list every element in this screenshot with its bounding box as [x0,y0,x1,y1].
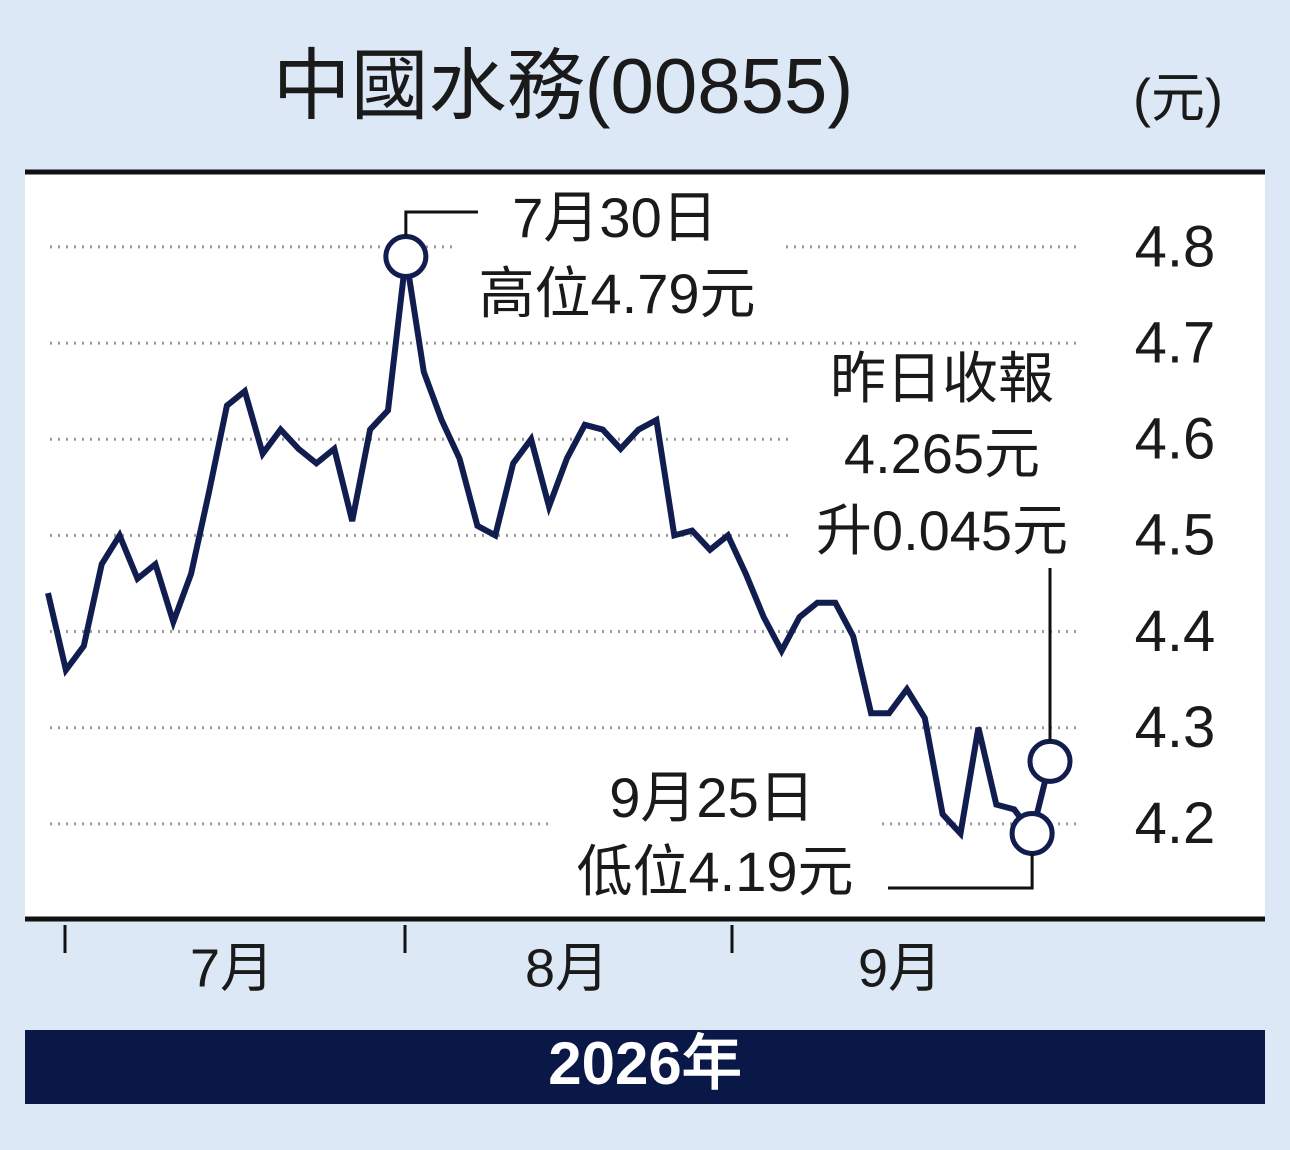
y-tick-label: 4.4 [1135,599,1216,664]
label-bg [550,770,880,910]
leader [404,210,478,237]
y-tick-label: 4.6 [1135,407,1216,472]
x-month-label: 8月 [525,938,609,998]
annotation: 7月30日 [512,186,717,249]
label-bg [455,195,780,330]
y-tick-label: 4.2 [1135,791,1216,856]
marker [383,234,429,280]
y-tick-label: 4.7 [1135,310,1216,375]
year-band [25,1030,1265,1104]
y-tick-label: 4.8 [1135,214,1216,279]
series [45,256,1053,841]
label-bg [790,345,1090,570]
x-month-label: 9月 [858,938,942,998]
price-line [45,256,1053,841]
annotation: 升0.045元 [816,499,1068,562]
annotation: 4.265元 [844,422,1040,485]
marker [1009,810,1055,856]
y-tick-label: 4.3 [1135,695,1216,760]
y-tick-label: 4.5 [1135,503,1216,568]
chart-title: 中國水務(00855) [273,42,854,130]
annotation: 9月25日 [609,766,814,829]
annotation: 高位4.79元 [479,262,756,325]
leader [888,853,1034,890]
annotation: 昨日收報 [830,347,1054,410]
annotation-backgrounds [455,195,1090,910]
marker [1027,738,1073,784]
x-month-label: 7月 [190,938,274,998]
annotation: 低位4.19元 [577,840,854,903]
unit-label: (元) [1133,68,1223,128]
year-label: 2026年 [548,1030,741,1097]
